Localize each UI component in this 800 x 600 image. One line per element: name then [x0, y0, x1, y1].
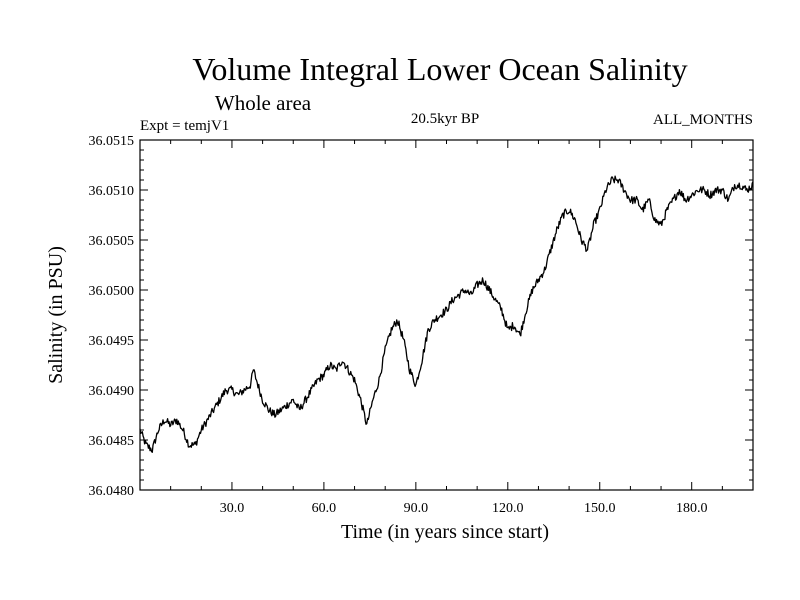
- y-tick-label: 36.0500: [89, 284, 135, 299]
- chart-title: Volume Integral Lower Ocean Salinity: [192, 51, 687, 87]
- y-tick-label: 36.0495: [89, 334, 135, 349]
- y-tick-label: 36.0490: [89, 384, 135, 399]
- x-tick-label: 120.0: [492, 501, 524, 516]
- x-tick-label: 60.0: [312, 501, 337, 516]
- x-tick-label: 150.0: [584, 501, 616, 516]
- y-tick-label: 36.0480: [89, 484, 135, 499]
- y-tick-label: 36.0510: [89, 184, 135, 199]
- salinity-series-line: [139, 175, 754, 453]
- x-axis-label: Time (in years since start): [341, 521, 549, 543]
- y-tick-label: 36.0515: [89, 134, 135, 149]
- y-tick-label: 36.0485: [89, 434, 135, 449]
- plot-area: [139, 175, 754, 453]
- annotation-months: ALL_MONTHS: [653, 112, 753, 128]
- x-tick-label: 180.0: [676, 501, 708, 516]
- annotation-period: 20.5kyr BP: [411, 111, 479, 127]
- x-tick-label: 90.0: [404, 501, 429, 516]
- x-axis: 30.0 60.0 90.0 120.0 150.0 180.0: [170, 140, 723, 516]
- y-axis: 36.0480 36.0485 36.0490 36.0495 36.0500 36.05…: [89, 134, 753, 499]
- annotation-experiment: Expt = temjV1: [140, 118, 229, 134]
- x-tick-label: 30.0: [220, 501, 245, 516]
- plot-frame: [139, 139, 754, 491]
- y-tick-label: 36.0505: [89, 234, 135, 249]
- chart-subtitle: Whole area: [215, 91, 312, 115]
- y-axis-label: Salinity (in PSU): [45, 246, 67, 384]
